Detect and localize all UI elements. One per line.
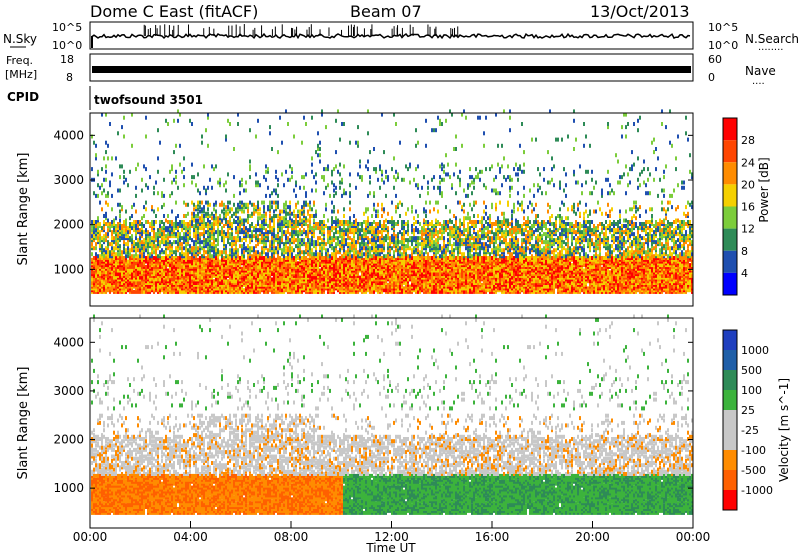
x-tick-label: 00:00	[676, 530, 711, 544]
power-colorbar-tick: 16	[741, 201, 755, 214]
power-colorbar: 4 8 12 16 20 24 28	[723, 118, 755, 295]
mhz-label: [MHz]	[5, 68, 37, 81]
y-tick-label: 3000	[53, 173, 84, 187]
sky-right-tick-bottom: 10^0	[708, 39, 738, 52]
velocity-colorbar-tick: 500	[741, 364, 762, 377]
velocity-colorbar-tick: -100	[741, 444, 766, 457]
frequency-panel: Freq. [MHz] 18 8 60 0 Nave ....	[5, 53, 776, 87]
y-tick-label: 2000	[53, 218, 84, 232]
freq-tick-bottom: 8	[66, 71, 73, 84]
sky-noise-panel: N.Sky 10^5 10^0 10^5 10^0 N.Search .....…	[3, 21, 799, 53]
cpid-label: CPID	[7, 90, 39, 104]
beam-label: Beam 07	[350, 2, 422, 21]
velocity-colorbar-tick: 1000	[741, 344, 769, 357]
cpid-panel: CPID twofsound 3501	[7, 86, 203, 110]
power-colorbar-tick: 12	[741, 223, 755, 236]
power-colorbar-tick: 24	[741, 156, 755, 169]
y-tick-label: 4000	[53, 128, 84, 142]
cpid-program: twofsound 3501	[94, 93, 203, 107]
freq-label: Freq.	[6, 54, 33, 67]
velocity-colorbar-tick: -500	[741, 464, 766, 477]
nsearch-dots: ........	[758, 42, 783, 53]
power-colorbar-tick: 28	[741, 134, 755, 147]
freq-tick-top: 18	[60, 53, 74, 66]
velocity-xlabel: Time UT	[365, 541, 416, 554]
velocity-colorbar: 1000 500 100 25 -25 -100 -500 -1000	[723, 330, 773, 510]
power-panel: 1000 2000 3000 4000 Slant Range [km] 4 8 12 16…	[16, 109, 771, 306]
nave-tick-bottom: 0	[708, 71, 715, 84]
power-heatmap	[91, 109, 693, 294]
velocity-ylabel: Slant Range [km]	[16, 367, 31, 480]
x-tick-label: 04:00	[173, 530, 208, 544]
velocity-colorbar-tick: 25	[741, 404, 755, 417]
velocity-colorbar-label: Velocity [m s^-1]	[777, 378, 791, 482]
nave-dots: ....	[752, 76, 765, 87]
x-tick-label: 08:00	[274, 530, 309, 544]
nave-tick-top: 60	[708, 53, 722, 66]
x-tick-label: 00:00	[73, 530, 108, 544]
velocity-heatmap	[91, 315, 693, 515]
y-tick-label: 1000	[53, 481, 84, 495]
y-tick-label: 3000	[53, 384, 84, 398]
y-tick-label: 1000	[53, 262, 84, 276]
power-colorbar-label: Power [dB]	[757, 157, 771, 222]
y-tick-label: 2000	[53, 433, 84, 447]
x-tick-label: 20:00	[575, 530, 610, 544]
power-colorbar-tick: 4	[741, 267, 748, 280]
date-label: 13/Oct/2013	[590, 2, 690, 21]
power-ylabel: Slant Range [km]	[16, 153, 31, 266]
sky-left-tick-top: 10^5	[52, 21, 82, 34]
y-tick-label: 4000	[53, 335, 84, 349]
power-colorbar-tick: 20	[741, 178, 755, 191]
figure-title: Dome C East (fitACF)	[90, 2, 258, 21]
sky-right-tick-top: 10^5	[708, 21, 738, 34]
x-tick-label: 16:00	[475, 530, 510, 544]
nsky-label: N.Sky	[3, 32, 37, 46]
velocity-colorbar-tick: 100	[741, 384, 762, 397]
velocity-colorbar-tick: -1000	[741, 484, 773, 497]
sky-noise-trace	[92, 24, 690, 48]
velocity-colorbar-tick: -25	[741, 424, 759, 437]
power-colorbar-tick: 8	[741, 245, 748, 258]
sky-left-tick-bottom: 10^0	[52, 39, 82, 52]
